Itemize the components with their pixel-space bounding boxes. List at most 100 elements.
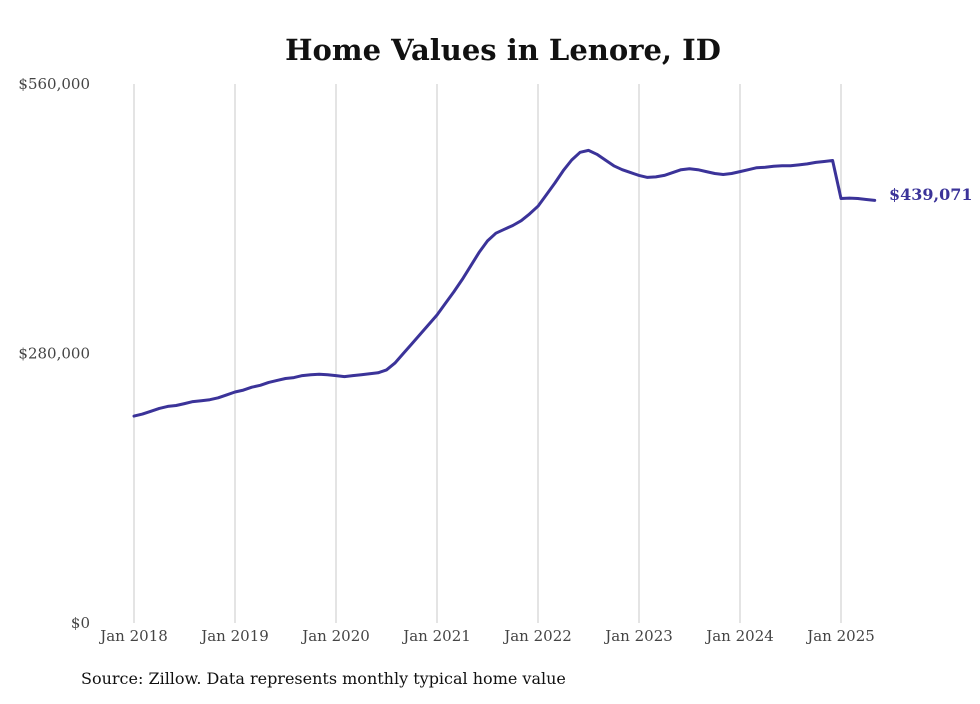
data-point <box>663 174 666 177</box>
data-point <box>587 149 590 152</box>
x-tick-label: Jan 2021 <box>401 627 471 645</box>
y-tick-label: $0 <box>71 614 90 632</box>
data-point <box>553 181 556 185</box>
x-tick-label: Jan 2025 <box>805 627 875 645</box>
data-point <box>671 171 674 174</box>
data-point <box>528 212 531 216</box>
data-point <box>856 197 859 200</box>
data-point <box>132 414 136 418</box>
data-point <box>149 410 152 413</box>
data-point <box>730 172 733 175</box>
gridlines <box>133 84 842 623</box>
data-point <box>360 373 363 376</box>
y-tick-label: $280,000 <box>18 345 90 363</box>
data-point <box>242 388 245 392</box>
x-tick-label: Jan 2020 <box>300 627 370 645</box>
data-point <box>772 165 775 168</box>
y-tick-label: $560,000 <box>18 75 90 93</box>
data-point <box>654 175 657 179</box>
data-point <box>174 404 178 407</box>
x-tick-label: Jan 2024 <box>704 627 774 645</box>
data-point <box>267 381 270 384</box>
data-point <box>503 228 506 231</box>
data-point <box>629 171 632 174</box>
data-point <box>612 164 615 167</box>
data-point <box>562 169 565 172</box>
data-point <box>477 251 481 254</box>
x-tick-label: Jan 2022 <box>502 627 572 645</box>
data-point <box>806 162 809 166</box>
series-layer <box>132 148 877 418</box>
data-point <box>604 158 607 162</box>
x-tick-label: Jan 2019 <box>199 627 269 645</box>
data-point <box>520 219 523 222</box>
data-point <box>494 232 498 235</box>
data-point <box>679 168 683 171</box>
data-point <box>797 163 801 167</box>
data-point <box>343 375 346 378</box>
data-point <box>469 264 472 268</box>
data-point <box>368 372 371 375</box>
data-point <box>646 176 649 179</box>
data-point <box>225 393 228 397</box>
data-point <box>595 153 599 156</box>
data-point <box>696 168 700 171</box>
data-point <box>873 199 876 202</box>
data-point <box>158 407 161 410</box>
data-point <box>376 371 380 374</box>
chart-title: Home Values in Lenore, ID <box>285 33 721 67</box>
y-axis-ticks: $0 $280,000 $560,000 <box>18 75 90 632</box>
data-point <box>722 173 725 176</box>
data-point <box>233 390 237 394</box>
data-point <box>738 170 742 173</box>
x-axis-ticks: Jan 2018 Jan 2019 Jan 2020 Jan 2021 Jan 2022… <box>98 627 875 645</box>
data-point <box>536 205 540 208</box>
data-point <box>486 239 489 243</box>
end-value-label: $439,071 <box>889 185 973 204</box>
data-point <box>764 166 767 169</box>
data-point <box>637 174 641 177</box>
data-point <box>166 405 169 408</box>
data-point <box>814 161 817 164</box>
data-point <box>393 361 397 365</box>
data-point <box>780 164 784 167</box>
data-point <box>755 166 758 169</box>
data-point <box>410 342 413 346</box>
data-point <box>713 172 716 175</box>
data-point <box>301 374 304 377</box>
data-point <box>452 290 455 294</box>
data-point <box>823 160 826 163</box>
data-point <box>865 198 868 201</box>
data-point <box>275 379 279 382</box>
data-point <box>545 193 548 196</box>
data-point <box>435 313 439 317</box>
x-tick-label: Jan 2023 <box>603 627 673 645</box>
data-point <box>259 384 262 387</box>
data-point <box>326 373 329 376</box>
data-point <box>208 398 211 401</box>
data-point <box>250 386 253 389</box>
data-point <box>578 151 582 154</box>
data-point <box>705 170 708 173</box>
data-point <box>402 352 405 355</box>
data-point <box>839 197 843 200</box>
data-point <box>621 168 624 171</box>
source-note: Source: Zillow. Data represents monthly … <box>81 669 566 688</box>
data-point <box>141 412 144 416</box>
data-point <box>688 167 691 170</box>
data-point <box>747 168 750 171</box>
data-point <box>292 376 296 379</box>
data-point <box>334 374 338 377</box>
data-point <box>444 302 447 305</box>
data-point <box>419 333 422 336</box>
data-point <box>200 399 203 402</box>
x-tick-label: Jan 2018 <box>98 627 168 645</box>
data-point <box>318 373 321 376</box>
data-point <box>183 402 186 405</box>
data-point <box>427 323 430 326</box>
data-point <box>191 400 195 403</box>
data-point <box>385 368 388 372</box>
data-point <box>351 374 354 377</box>
